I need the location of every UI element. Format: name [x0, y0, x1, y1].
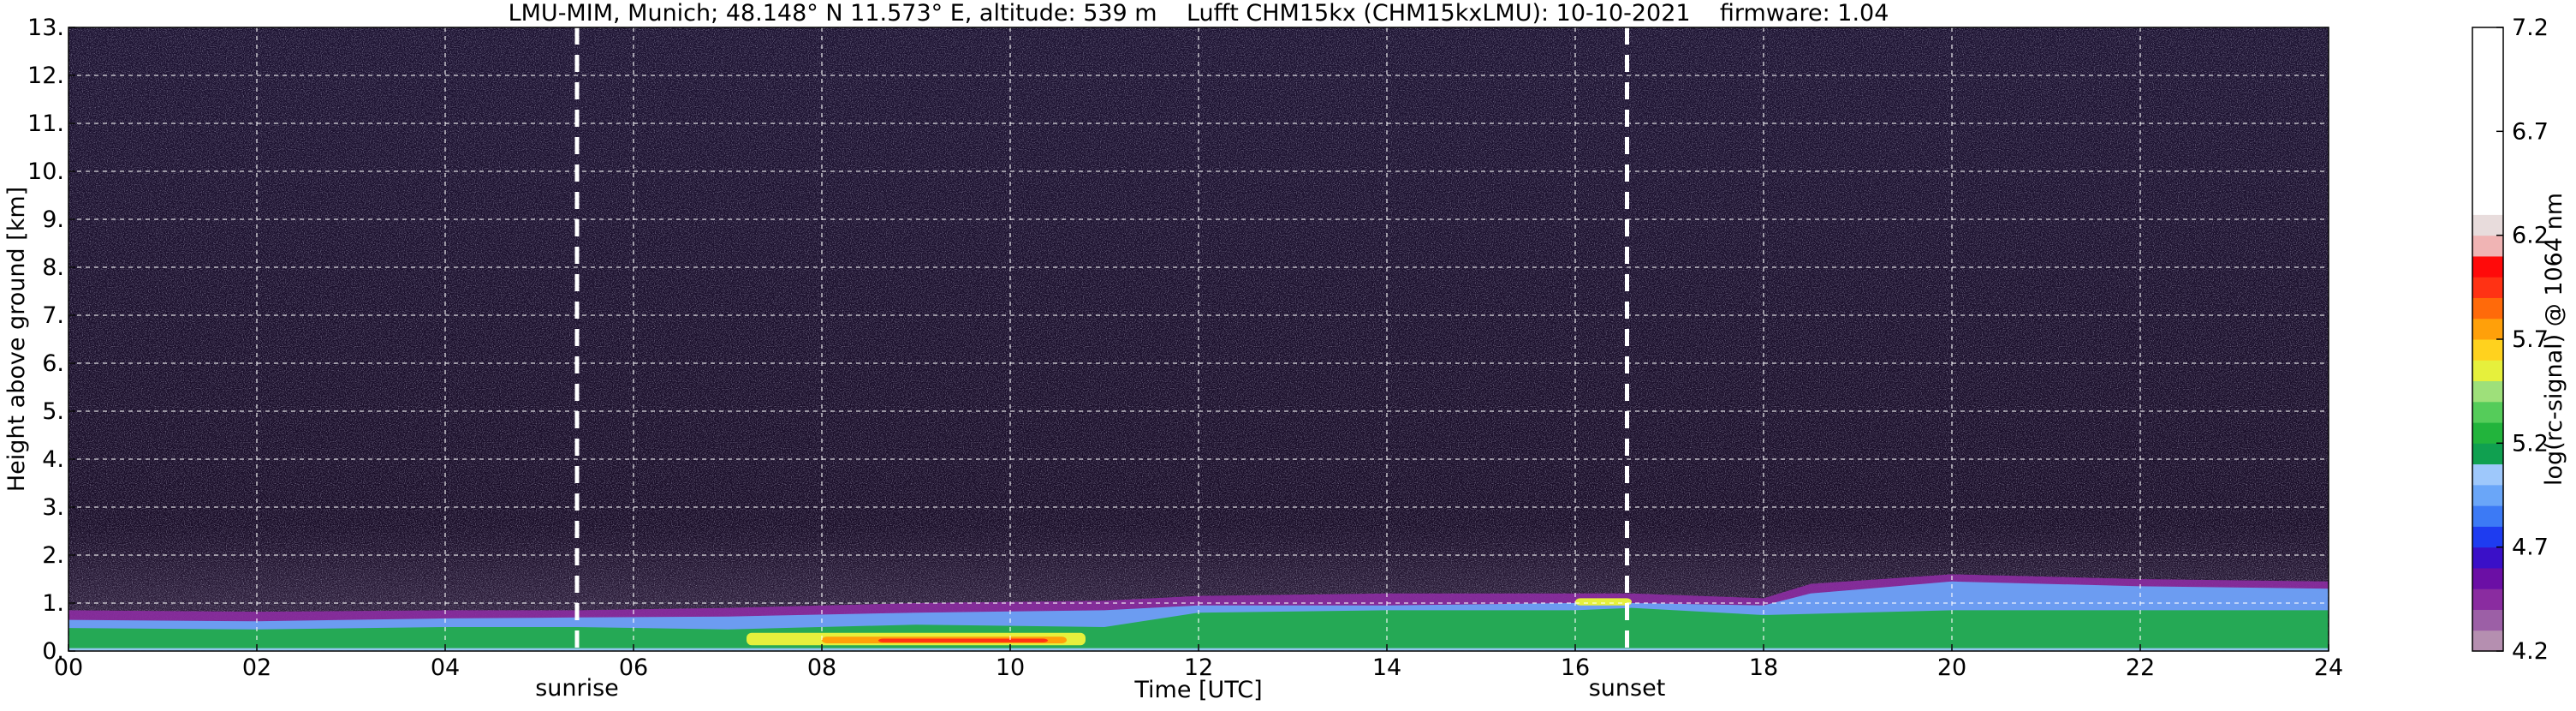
x-axis-label: Time [UTC] — [1133, 677, 1262, 703]
colorbar-level — [2472, 214, 2503, 236]
y-tick-label: 4. — [42, 446, 64, 473]
colorbar-tick-label: 5.7 — [2512, 326, 2549, 353]
y-tick-label: 11. — [27, 111, 64, 137]
x-tick-label: 16 — [1561, 654, 1590, 681]
plot-area — [68, 27, 2329, 651]
colorbar-tick-label: 7.2 — [2512, 15, 2549, 41]
colorbar-level — [2472, 277, 2503, 298]
x-tick-label: 22 — [2126, 654, 2155, 681]
colorbar: 4.2 4.7 5.2 5.7 6.2 6.7 7.2 — [2472, 15, 2549, 665]
colorbar-level — [2472, 505, 2503, 527]
signal-hotspot — [1575, 598, 1632, 606]
colorbar-label: log(rc-signal) @ 1064 nm — [2541, 193, 2567, 486]
y-tick-label: 5. — [42, 398, 64, 425]
x-tick-label: 12 — [1184, 654, 1213, 681]
colorbar-level — [2472, 630, 2503, 652]
event-markers — [574, 27, 1629, 651]
colorbar-tick-label: 4.7 — [2512, 535, 2549, 561]
colorbar-tick-label: 6.7 — [2512, 118, 2549, 145]
colorbar-level — [2472, 547, 2503, 569]
colorbar-level — [2472, 463, 2503, 486]
chart-title: LMU-MIM, Munich; 48.148° N 11.573° E, al… — [509, 0, 1889, 27]
colorbar-level — [2472, 526, 2503, 548]
signal-hotspot — [878, 638, 1048, 642]
y-axis-label: Height above ground [km] — [3, 187, 30, 492]
colorbar-tick-label: 5.2 — [2512, 430, 2549, 457]
x-tick-label: 10 — [996, 654, 1025, 681]
colorbar-level — [2472, 360, 2503, 382]
colorbar-level — [2472, 589, 2503, 610]
y-tick-label: 1. — [42, 590, 64, 617]
x-tick-label: 24 — [2314, 654, 2343, 681]
y-tick-label: 6. — [42, 350, 64, 377]
colorbar-level — [2472, 318, 2503, 340]
y-tick-label: 13. — [27, 15, 64, 41]
y-tick-label: 9. — [42, 206, 64, 233]
colorbar-level — [2472, 297, 2503, 320]
colorbar-level — [2472, 567, 2503, 589]
y-tick-label: 12. — [27, 63, 64, 89]
y-tick-label: 2. — [42, 542, 64, 569]
colorbar-tick-label: 4.2 — [2512, 638, 2549, 665]
colorbar-level — [2472, 609, 2503, 631]
event-labels: sunrise sunset — [535, 675, 1665, 702]
x-axis-ticks: 00 02 04 06 08 10 12 14 16 18 20 22 24 — [54, 644, 2343, 681]
x-tick-label: 18 — [1749, 654, 1778, 681]
x-tick-label: 06 — [619, 654, 648, 681]
colorbar-level — [2472, 401, 2503, 423]
y-tick-label: 8. — [42, 254, 64, 281]
colorbar-level — [2472, 255, 2503, 278]
colorbar-level — [2472, 380, 2503, 403]
sunset-label: sunset — [1589, 675, 1666, 702]
x-tick-label: 00 — [54, 654, 83, 681]
colorbar-level — [2472, 484, 2503, 506]
x-tick-label: 02 — [242, 654, 271, 681]
colorbar-level — [2472, 339, 2503, 361]
y-axis-ticks: 0. 1. 2. 3. 4. 5. 6. 7. 8. 9. 10. 11. 12. 13. — [27, 15, 75, 665]
colorbar-level — [2472, 443, 2503, 465]
sunrise-label: sunrise — [535, 675, 619, 702]
y-tick-label: 3. — [42, 494, 64, 521]
y-tick-label: 0. — [42, 638, 64, 665]
x-tick-label: 20 — [1937, 654, 1966, 681]
x-tick-label: 04 — [431, 654, 460, 681]
colorbar-tick-label: 6.2 — [2512, 223, 2549, 249]
colorbar-level — [2472, 422, 2503, 444]
grid-lines — [68, 27, 2329, 651]
colorbar-level — [2472, 27, 2503, 215]
x-tick-label: 08 — [807, 654, 836, 681]
x-tick-label: 14 — [1372, 654, 1401, 681]
colorbar-level — [2472, 235, 2503, 257]
y-tick-label: 7. — [42, 302, 64, 329]
y-tick-label: 10. — [27, 158, 64, 185]
